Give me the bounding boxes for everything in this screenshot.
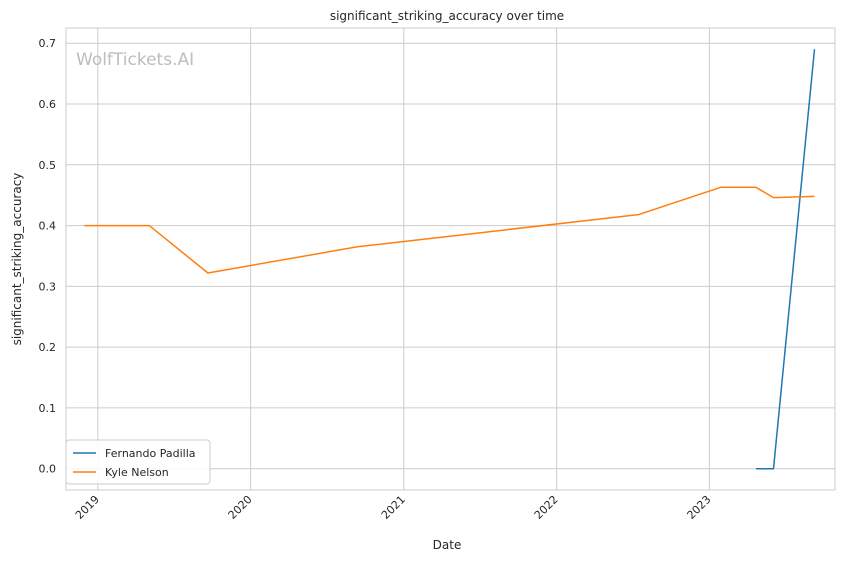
y-tick-label: 0.7	[39, 37, 57, 50]
y-axis-ticks: 0.0 0.1 0.2 0.3 0.4 0.5 0.6 0.7	[39, 37, 57, 476]
y-tick-label: 0.0	[39, 463, 57, 476]
watermark: WolfTickets.AI	[76, 50, 194, 70]
y-tick-label: 0.3	[39, 280, 57, 293]
plot-frame	[65, 27, 836, 491]
x-tick-label: 2020	[226, 493, 255, 522]
y-axis-label: significant_striking_accuracy	[10, 173, 24, 346]
legend-label-kyle-nelson: Kyle Nelson	[105, 466, 169, 479]
chart-title: significant_striking_accuracy over time	[330, 9, 564, 23]
y-tick-label: 0.5	[39, 159, 57, 172]
series-line-kyle-nelson	[84, 186, 815, 274]
x-axis-ticks: 2019 2020 2021 2022 2023	[73, 493, 714, 522]
x-tick-label: 2022	[532, 493, 561, 522]
y-tick-label: 0.4	[39, 220, 57, 233]
legend-box	[65, 439, 211, 485]
plot-area	[66, 28, 835, 490]
x-tick-label: 2021	[379, 493, 408, 522]
y-tick-label: 0.2	[39, 341, 57, 354]
y-tick-label: 0.6	[39, 98, 57, 111]
series-line-fernando-padilla	[755, 49, 816, 470]
legend: Fernando Padilla Kyle Nelson	[65, 439, 211, 485]
grid	[66, 28, 835, 490]
x-tick-label: 2019	[73, 493, 102, 522]
x-axis-label: Date	[433, 538, 462, 552]
x-tick-label: 2023	[685, 493, 714, 522]
series-layer	[84, 49, 816, 470]
y-tick-label: 0.1	[39, 402, 57, 415]
legend-label-fernando-padilla: Fernando Padilla	[105, 447, 196, 460]
